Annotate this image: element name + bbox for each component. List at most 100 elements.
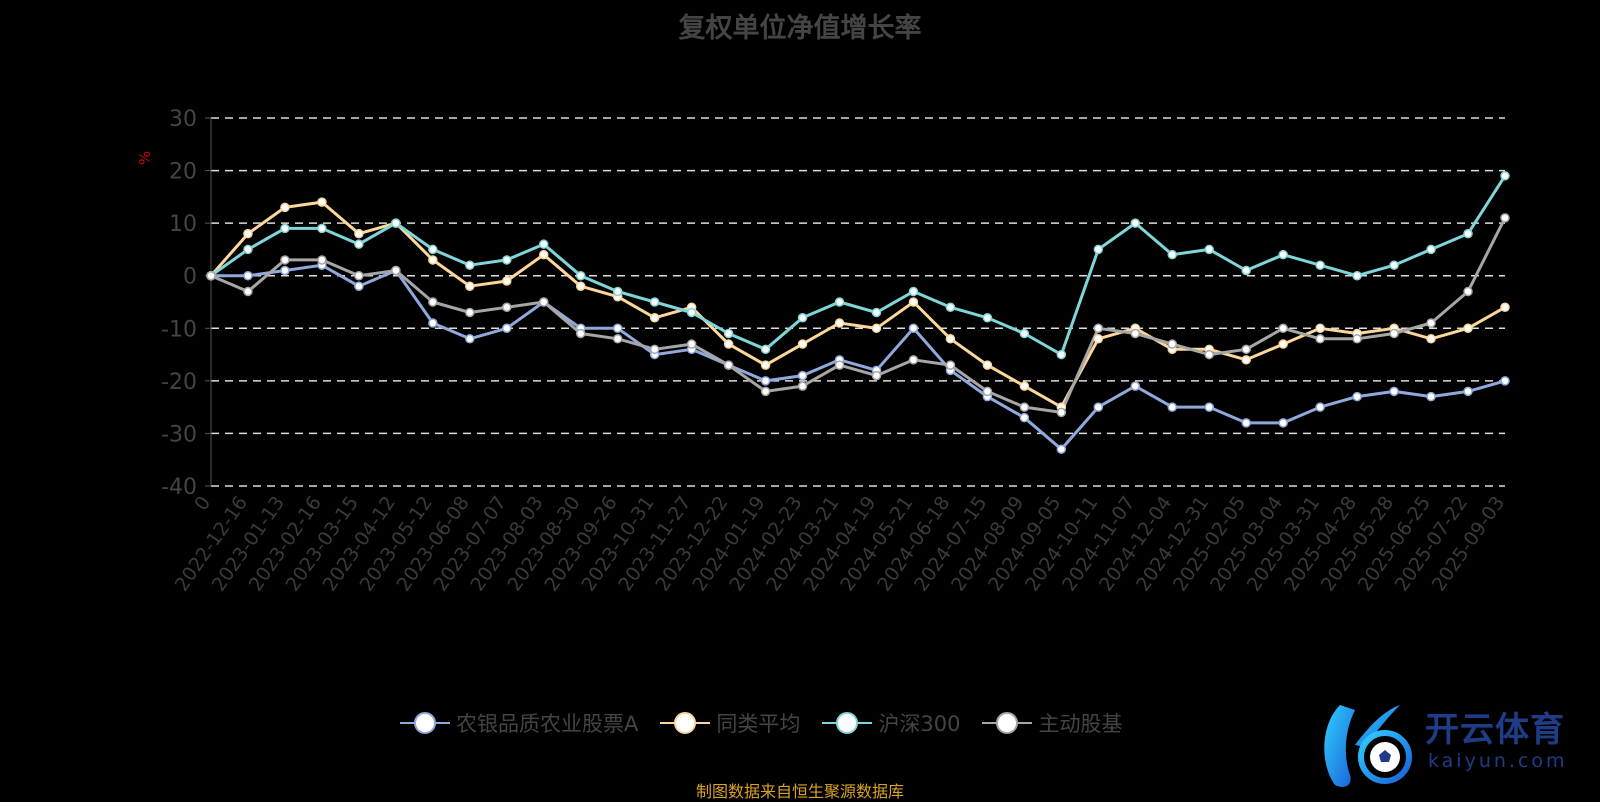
data-point [280, 202, 290, 213]
legend-label: 沪深300 [878, 712, 961, 736]
data-point [1315, 323, 1325, 334]
data-point [760, 376, 771, 386]
data-point [686, 339, 697, 349]
data-point [871, 323, 882, 334]
data-source-note: 制图数据来自恒生聚源数据库 [695, 782, 904, 801]
data-point [1389, 260, 1399, 270]
legend-marker-icon [822, 712, 873, 734]
data-point [428, 255, 438, 265]
data-point [1315, 334, 1325, 344]
data-point [354, 228, 364, 239]
data-point [760, 386, 771, 397]
data-point [1204, 402, 1214, 412]
data-point [428, 297, 438, 307]
y-tick-label: 0 [183, 265, 197, 290]
data-point [502, 302, 512, 313]
data-point [1278, 323, 1288, 334]
data-point [1130, 328, 1141, 339]
data-point [280, 223, 290, 234]
data-point [1130, 381, 1141, 391]
series-line [209, 200, 1506, 409]
data-point [538, 297, 549, 307]
data-point [243, 228, 253, 239]
data-point [612, 286, 623, 297]
data-point [502, 323, 512, 334]
data-point [465, 260, 475, 270]
data-point [1093, 323, 1104, 334]
data-point [428, 318, 438, 328]
series-line [210, 174, 1507, 357]
watermark-url: kaiyun.com [1428, 750, 1568, 772]
data-point [1278, 418, 1288, 428]
legend-item[interactable]: 主动股基 [982, 708, 1122, 738]
data-point [280, 265, 290, 276]
data-point [1426, 334, 1436, 344]
data-point [1056, 407, 1067, 418]
data-point [1167, 402, 1178, 412]
data-point [760, 344, 771, 355]
legend: 农银品质农业股票A 同类平均 沪深300 主动股基 [400, 708, 1144, 738]
legend-marker-icon [400, 712, 450, 734]
data-point [1352, 391, 1362, 402]
data-point [945, 334, 956, 344]
data-point [908, 355, 919, 365]
y-axis-label: % [136, 151, 154, 165]
data-point [354, 281, 364, 291]
legend-item[interactable]: 沪深300 [822, 708, 960, 738]
y-tick-label: -40 [161, 475, 197, 500]
data-point [612, 323, 623, 334]
data-point [1426, 244, 1436, 255]
legend-item[interactable]: 农银品质农业股票A [400, 708, 638, 738]
watermark-brand: 开云体育 [1425, 710, 1565, 750]
data-point [1204, 349, 1214, 360]
data-point [1463, 386, 1473, 397]
data-point [1167, 249, 1178, 260]
data-point [280, 255, 290, 265]
line-chart: 3020100-10-20-30-40%02022-12-162023-01-1… [136, 107, 1510, 595]
data-point [317, 255, 327, 265]
data-point [538, 249, 549, 260]
data-point [317, 197, 327, 207]
data-point [1352, 270, 1362, 281]
legend-item[interactable]: 同类平均 [660, 708, 800, 738]
data-point [1315, 260, 1325, 270]
data-point [1056, 444, 1067, 454]
data-point [797, 370, 808, 381]
kaiyun-logo-icon [1324, 705, 1412, 787]
data-point [391, 218, 401, 228]
data-point [834, 297, 845, 307]
data-point [1315, 402, 1325, 412]
data-point [1093, 244, 1104, 255]
data-point [982, 360, 993, 370]
data-point [1093, 334, 1104, 344]
data-point [502, 255, 512, 265]
data-point [1352, 334, 1362, 344]
data-point [649, 313, 660, 323]
data-point [243, 286, 253, 297]
y-tick-label: 30 [169, 107, 197, 132]
data-point [1500, 171, 1510, 181]
data-point [243, 270, 253, 281]
data-point [317, 223, 327, 234]
legend-marker-icon [982, 712, 1033, 734]
data-point [1093, 402, 1104, 412]
data-point [1463, 228, 1473, 239]
data-point [1500, 302, 1510, 313]
data-point [1426, 391, 1436, 402]
data-point [982, 313, 993, 323]
data-point [797, 313, 808, 323]
data-point [834, 360, 845, 370]
data-point [945, 360, 956, 370]
data-point [871, 370, 882, 381]
x-tick-label: 0 [190, 492, 215, 515]
data-point [354, 239, 364, 249]
data-point [538, 239, 549, 249]
data-point [723, 328, 734, 339]
data-point [1056, 349, 1067, 360]
data-point [760, 360, 771, 370]
data-point [1130, 218, 1141, 228]
data-point [465, 307, 475, 318]
data-point [1463, 323, 1473, 334]
data-point [945, 302, 956, 313]
data-point [1389, 328, 1399, 339]
